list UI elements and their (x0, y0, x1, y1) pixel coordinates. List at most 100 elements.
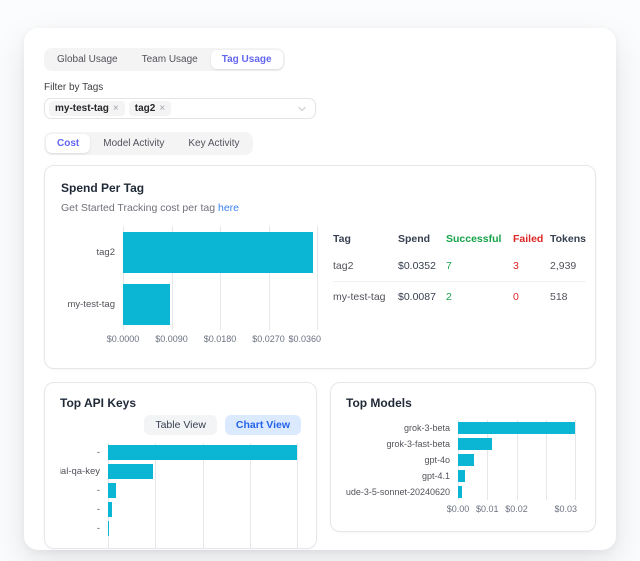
spend-per-tag-panel: Spend Per Tag Get Started Tracking cost … (44, 165, 596, 369)
bar-track (458, 436, 575, 452)
tab-model-activity[interactable]: Model Activity (103, 138, 165, 149)
chart-row: tag2 (61, 226, 323, 278)
remove-tag-icon[interactable]: × (159, 102, 166, 114)
x-tick-label: $0.01 (475, 504, 499, 514)
bar-track (108, 481, 297, 500)
x-tick-label: $0.03 (554, 504, 577, 514)
table-header-row: Tag Spend Successful Failed Tokens (333, 228, 586, 250)
spend-table: Tag Spend Successful Failed Tokens tag2 … (333, 228, 586, 346)
top-models-title: Top Models (346, 396, 412, 410)
bar-track (108, 519, 297, 538)
chart-gridlines (123, 226, 318, 330)
gridline (123, 226, 124, 330)
cost-tab-group: Cost Model Activity Key Activity (44, 132, 253, 155)
gridline (220, 226, 221, 330)
gridline (516, 420, 518, 500)
bar-grok-3-beta (458, 422, 575, 434)
tab-team-usage[interactable]: Team Usage (141, 54, 198, 65)
cell-tokens: 2,939 (550, 259, 577, 272)
here-link[interactable]: here (218, 202, 240, 214)
gridline (171, 226, 173, 330)
x-tick-label: $0.0090 (155, 334, 188, 344)
bar-track (108, 462, 297, 481)
category-label: tag2 (96, 246, 116, 258)
chart-row: - (60, 443, 301, 462)
category-label: my-test-tag (67, 298, 115, 310)
chart-row: - (60, 500, 301, 519)
chart-row: pecial-qa-key (60, 462, 301, 481)
category-label: grok-3-fast-beta (386, 439, 450, 449)
spend-per-tag-title: Spend Per Tag (61, 181, 145, 195)
col-header-tokens: Tokens (550, 233, 586, 245)
category-label: gpt-4.1 (421, 471, 450, 481)
chart-row: gpt-4.1 (346, 468, 580, 484)
bar-track (458, 420, 575, 436)
bar-track (108, 500, 297, 519)
bar-track (458, 452, 575, 468)
view-toggle-group: Table View Chart View (60, 415, 301, 435)
bar-my-test-tag (123, 283, 170, 325)
spend-per-tag-subtitle: Get Started Tracking cost per tag here (61, 202, 579, 214)
chevron-down-icon (297, 104, 307, 114)
gridline (202, 443, 204, 548)
bar-track (123, 278, 317, 330)
category-label: claude-3-5-sonnet-20240620 (346, 487, 450, 497)
chart-view-button[interactable]: Chart View (224, 415, 301, 435)
bar-api-key-3 (108, 483, 117, 498)
bar-api-key-4 (108, 502, 112, 517)
tab-tag-usage[interactable]: Tag Usage (210, 50, 283, 69)
col-header-successful: Successful (446, 233, 502, 245)
cell-successful: 7 (446, 259, 452, 272)
cell-successful: 2 (446, 291, 452, 303)
table-view-button[interactable]: Table View (144, 415, 217, 435)
x-axis: $0.00 $0.01 $0.02 $0.03 (447, 500, 577, 514)
bar-gpt-4o (458, 454, 475, 466)
gridline (317, 226, 318, 330)
x-tick-label: $0.02 (505, 504, 528, 514)
tag-filter-select[interactable]: my-test-tag × tag2 × (44, 98, 316, 119)
filter-by-tags-label: Filter by Tags (44, 82, 104, 93)
chip-label: my-test-tag (55, 103, 109, 114)
cell-spend: $0.0087 (398, 291, 436, 303)
selected-tag-chip: my-test-tag × (49, 101, 125, 116)
category-label: - (96, 504, 100, 515)
gridline (249, 443, 251, 548)
top-api-keys-title: Top API Keys (60, 396, 137, 410)
chart-row: grok-3-beta (346, 420, 580, 436)
x-axis: $0.0000 $0.0090 $0.0180 $0.0270 $0.0360 (107, 330, 321, 346)
usage-dashboard-card: Global Usage Team Usage Tag Usage Filter… (24, 28, 616, 550)
selected-tag-chip: tag2 × (128, 101, 172, 116)
chart-row: grok-3-fast-beta (346, 436, 580, 452)
top-api-keys-chart: - pecial-qa-key - - - (60, 443, 301, 548)
top-models-panel: Top Models grok-3-beta grok-3-fast-beta (330, 382, 596, 532)
tab-cost[interactable]: Cost (46, 134, 91, 153)
chart-row: - (60, 519, 301, 538)
bar-tag2 (123, 231, 313, 273)
chart-row: gpt-4o (346, 452, 580, 468)
category-label: gpt-4o (424, 455, 450, 465)
chart-row: claude-3-5-sonnet-20240620 (346, 484, 580, 500)
bar-track (458, 484, 575, 500)
tab-global-usage[interactable]: Global Usage (57, 54, 118, 65)
cell-tag: tag2 (333, 259, 354, 272)
bar-gpt-4-1 (458, 470, 466, 482)
bar-api-key-2 (108, 464, 154, 479)
chart-row: - (60, 481, 301, 500)
usage-tab-group: Global Usage Team Usage Tag Usage (44, 48, 285, 71)
col-header-tag: Tag (333, 233, 351, 245)
chip-label: tag2 (134, 103, 156, 114)
bar-track (123, 226, 317, 278)
bar-api-key-1 (108, 445, 297, 460)
bar-track (458, 468, 575, 484)
tab-key-activity[interactable]: Key Activity (188, 138, 240, 149)
remove-tag-icon[interactable]: × (112, 102, 119, 114)
col-header-spend: Spend (398, 233, 431, 245)
category-label: - (96, 523, 100, 534)
cell-spend: $0.0352 (398, 259, 436, 272)
cell-failed: 0 (513, 291, 519, 303)
x-tick-label: $0.0180 (203, 334, 237, 344)
cell-failed: 3 (513, 259, 519, 272)
chart-row: my-test-tag (61, 278, 323, 330)
subtitle-text: Get Started Tracking cost per tag (61, 202, 216, 214)
spend-per-tag-chart: tag2 my-test-tag $0.0000 $0.0090 $0.0180… (61, 226, 323, 346)
